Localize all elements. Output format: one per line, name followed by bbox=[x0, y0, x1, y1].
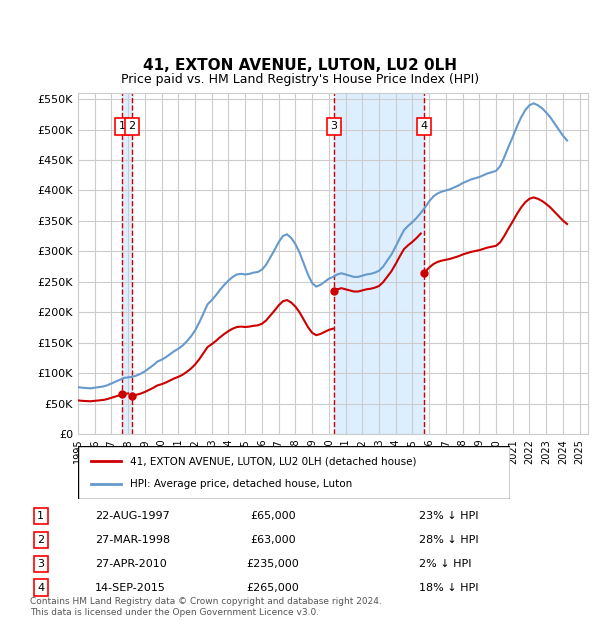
Text: £63,000: £63,000 bbox=[250, 535, 296, 545]
Text: 1: 1 bbox=[119, 122, 125, 131]
Text: 27-MAR-1998: 27-MAR-1998 bbox=[95, 535, 170, 545]
Text: 3: 3 bbox=[331, 122, 338, 131]
Text: 18% ↓ HPI: 18% ↓ HPI bbox=[419, 583, 478, 593]
Text: 2% ↓ HPI: 2% ↓ HPI bbox=[419, 559, 472, 569]
Text: 1: 1 bbox=[37, 511, 44, 521]
Text: £265,000: £265,000 bbox=[247, 583, 299, 593]
Text: 4: 4 bbox=[421, 122, 428, 131]
Text: Price paid vs. HM Land Registry's House Price Index (HPI): Price paid vs. HM Land Registry's House … bbox=[121, 73, 479, 86]
FancyBboxPatch shape bbox=[78, 446, 510, 499]
Point bbox=[118, 389, 127, 399]
Text: 2: 2 bbox=[128, 122, 136, 131]
Text: 2: 2 bbox=[37, 535, 44, 545]
Text: 22-AUG-1997: 22-AUG-1997 bbox=[95, 511, 170, 521]
Bar bbox=[122, 93, 132, 434]
Text: 3: 3 bbox=[37, 559, 44, 569]
Text: £235,000: £235,000 bbox=[247, 559, 299, 569]
Text: 4: 4 bbox=[37, 583, 44, 593]
Text: 28% ↓ HPI: 28% ↓ HPI bbox=[419, 535, 478, 545]
Bar bbox=[334, 93, 424, 434]
Text: 14-SEP-2015: 14-SEP-2015 bbox=[95, 583, 166, 593]
Text: 27-APR-2010: 27-APR-2010 bbox=[95, 559, 167, 569]
Text: 41, EXTON AVENUE, LUTON, LU2 0LH (detached house): 41, EXTON AVENUE, LUTON, LU2 0LH (detach… bbox=[130, 456, 416, 466]
Point bbox=[329, 286, 339, 296]
Text: 41, EXTON AVENUE, LUTON, LU2 0LH: 41, EXTON AVENUE, LUTON, LU2 0LH bbox=[143, 58, 457, 73]
Point bbox=[419, 268, 429, 278]
Text: HPI: Average price, detached house, Luton: HPI: Average price, detached house, Luto… bbox=[130, 479, 352, 489]
Text: £65,000: £65,000 bbox=[250, 511, 296, 521]
Point bbox=[127, 391, 137, 401]
Text: 23% ↓ HPI: 23% ↓ HPI bbox=[419, 511, 478, 521]
Text: Contains HM Land Registry data © Crown copyright and database right 2024.
This d: Contains HM Land Registry data © Crown c… bbox=[30, 598, 382, 617]
